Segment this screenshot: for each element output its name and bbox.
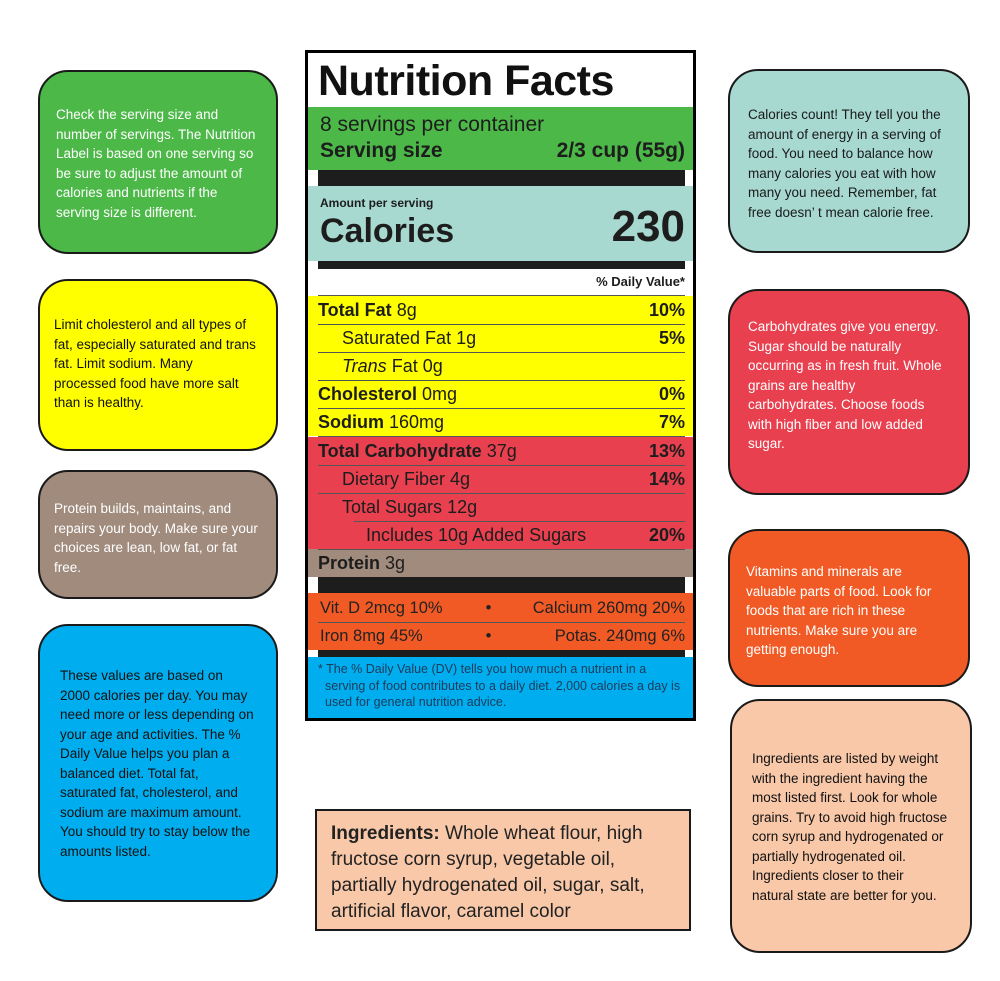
thick-divider [318, 170, 685, 186]
nutrient-name: Cholesterol [318, 383, 418, 404]
nutrient-name: Protein [318, 552, 381, 573]
note-vitamins: Vitamins and minerals are valuable parts… [728, 529, 970, 687]
ingredients-box: Ingredients: Whole wheat flour, high fru… [315, 809, 691, 931]
nutrient-amount: 3g [385, 552, 406, 573]
nutrient-dv: 7% [658, 411, 685, 432]
nutrient-name: Sodium [318, 411, 384, 432]
calories-value: 230 [611, 202, 685, 251]
nutrient-name-suffix: Fat [391, 355, 418, 376]
nutrient-amount: 0g [422, 355, 443, 376]
note-ingredients: Ingredients are listed by weight with th… [730, 699, 972, 953]
servings-per-container: 8 servings per container [320, 113, 545, 136]
nutrient-amount: 12g [447, 496, 478, 517]
note-carbohydrates-text: Carbohydrates give you energy. Sugar sho… [748, 319, 942, 451]
serving-size-value: 2/3 cup (55g) [556, 139, 685, 162]
nutrient-row-trans-fat: Trans Fat 0g [318, 352, 685, 380]
note-calories: Calories count! They tell you the amount… [728, 69, 970, 253]
divider [318, 465, 685, 466]
nutrient-amount: 160mg [389, 411, 445, 432]
medium-divider [318, 261, 685, 269]
nutrient-row-cholesterol: Cholesterol 0mg 0% [318, 380, 685, 408]
potassium: Potas. 240mg 6% [554, 626, 685, 645]
calories-section: Amount per serving Calories 230 [308, 186, 693, 261]
nutrient-amount: 0mg [422, 383, 458, 404]
nutrient-row-total-fat: Total Fat 8g 10% [318, 296, 685, 324]
divider [354, 521, 685, 522]
note-vitamins-text: Vitamins and minerals are valuable parts… [746, 564, 932, 657]
nutrient-name: Trans [342, 355, 387, 376]
nutrient-name: Total Carbohydrate [318, 440, 482, 461]
divider [318, 408, 685, 409]
nutrient-dv: 20% [648, 524, 685, 545]
nutrient-dv: 0% [658, 383, 685, 404]
serving-section: 8 servings per container Serving size 2/… [308, 107, 693, 170]
nutrient-dv: 10% [648, 299, 685, 320]
footnote: * The % Daily Value (DV) tells you how m… [318, 662, 681, 709]
ingredients-heading: Ingredients: [331, 823, 440, 844]
divider [318, 436, 685, 437]
nutrient-row-added-sugars: Includes 10g Added Sugars 20% [318, 521, 685, 549]
nutrient-amount: 1g [456, 327, 477, 348]
vitamin-row-1: Vit. D 2mcg 10% • Calcium 260mg 20% [320, 594, 685, 622]
nutrient-row-total-carbohydrate: Total Carbohydrate 37g 13% [318, 437, 685, 465]
nutrient-name: Saturated Fat [342, 327, 452, 348]
note-serving-size-text: Check the serving size and number of ser… [56, 107, 256, 220]
calories-label: Calories [320, 212, 455, 250]
divider [318, 324, 685, 325]
nutrient-dv: 5% [658, 327, 685, 348]
vitamins-section [308, 593, 693, 650]
note-limit-nutrients-text: Limit cholesterol and all types of fat, … [54, 317, 256, 410]
medium-divider [318, 650, 685, 657]
divider [318, 549, 685, 550]
nutrient-name: Includes 10g Added Sugars [366, 524, 587, 545]
nutrient-row-sodium: Sodium 160mg 7% [318, 408, 685, 436]
nutrient-name: Dietary Fiber [342, 468, 446, 489]
divider [318, 493, 685, 494]
nutrition-facts-label: Nutrition Facts 8 servings per container… [305, 50, 696, 721]
divider [318, 295, 685, 296]
thick-divider [318, 577, 685, 593]
nutrient-amount: 37g [486, 440, 517, 461]
note-limit-nutrients: Limit cholesterol and all types of fat, … [38, 279, 278, 451]
label-title: Nutrition Facts [318, 57, 614, 105]
note-calories-text: Calories count! They tell you the amount… [748, 107, 941, 220]
nutrient-amount: 8g [396, 299, 417, 320]
iron: Iron 8mg 45% [320, 626, 423, 645]
nutrient-name: Total Sugars [342, 496, 443, 517]
nutrient-amount: 4g [450, 468, 471, 489]
divider [318, 380, 685, 381]
nutrient-row-protein: Protein 3g [318, 549, 685, 577]
protein-section [308, 549, 693, 577]
nutrient-dv: 13% [648, 440, 685, 461]
divider [318, 622, 685, 623]
bullet-separator: • [485, 598, 492, 617]
divider [318, 352, 685, 353]
nutrient-row-total-sugars: Total Sugars 12g [318, 493, 685, 521]
note-protein-text: Protein builds, maintains, and repairs y… [54, 501, 258, 575]
ingredients-text: Whole wheat flour, high fructose corn sy… [331, 823, 645, 922]
note-carbohydrates: Carbohydrates give you energy. Sugar sho… [728, 289, 970, 495]
fat-section [308, 296, 693, 436]
calcium: Calcium 260mg 20% [532, 598, 685, 617]
vitamin-d: Vit. D 2mcg 10% [320, 598, 443, 617]
daily-value-header: % Daily Value* [596, 274, 685, 289]
note-protein: Protein builds, maintains, and repairs y… [38, 470, 278, 599]
note-daily-values-text: These values are based on 2000 calories … [60, 668, 254, 859]
nutrient-name: Total Fat [318, 299, 392, 320]
serving-size-label: Serving size [320, 139, 443, 162]
bullet-separator: • [485, 626, 492, 645]
amount-per-serving: Amount per serving [320, 196, 434, 210]
nutrient-row-saturated-fat: Saturated Fat 1g 5% [318, 324, 685, 352]
nutrient-dv: 14% [648, 468, 685, 489]
note-ingredients-text: Ingredients are listed by weight with th… [752, 751, 948, 903]
note-serving-size: Check the serving size and number of ser… [38, 70, 278, 254]
nutrient-row-dietary-fiber: Dietary Fiber 4g 14% [318, 465, 685, 493]
vitamin-row-2: Iron 8mg 45% • Potas. 240mg 6% [320, 622, 685, 650]
footnote-section [308, 657, 693, 718]
note-daily-values: These values are based on 2000 calories … [38, 624, 278, 902]
